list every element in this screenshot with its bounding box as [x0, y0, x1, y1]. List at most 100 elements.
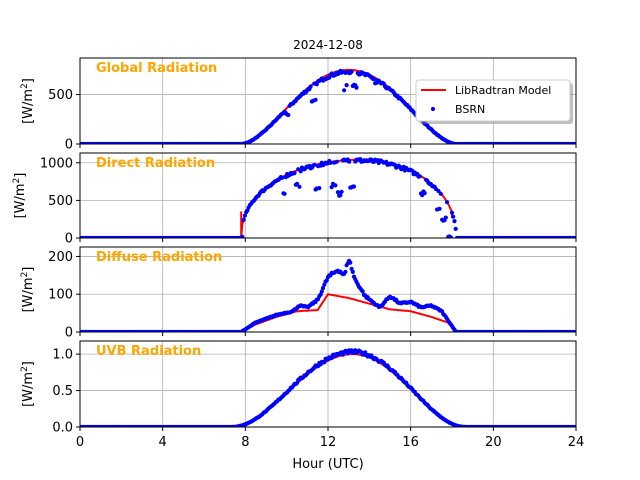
y-tick-label: 100 [48, 288, 73, 303]
y-tick-label: 0 [65, 138, 73, 153]
y-axis-title-exponent: 2 [20, 272, 30, 278]
model-line-global-radiation [80, 68, 576, 144]
obs-point [334, 159, 339, 164]
obs-point [573, 235, 576, 238]
obs-point [573, 329, 576, 332]
y-axis-title-bracket: ] [21, 361, 36, 366]
obs-point [320, 286, 326, 291]
obs-point [294, 181, 300, 186]
y-tick-label: 200 [48, 250, 73, 265]
panel-label-global-radiation: Global Radiation [96, 61, 217, 76]
obs-point [241, 217, 246, 222]
obs-point [242, 213, 247, 218]
obs-point [280, 175, 285, 180]
series-global-radiation [80, 68, 576, 144]
y-tick-label: 500 [48, 194, 73, 209]
obs-point [342, 88, 347, 93]
obs-point [371, 77, 376, 82]
legend: LibRadtran Model BSRN [415, 79, 573, 124]
obs-point [333, 183, 338, 188]
obs-point [360, 289, 365, 294]
y-axis-title-exponent: 2 [12, 178, 22, 184]
x-tick-label: 24 [568, 435, 585, 450]
obs-point [322, 360, 327, 365]
obs-point [436, 188, 441, 194]
obs-point [348, 260, 353, 265]
legend-box [415, 79, 571, 122]
y-axis-title: [W/m2] [20, 78, 36, 124]
y-axis-title-unit: [W/m [21, 89, 36, 124]
figure-title: 2024-12-08 [293, 38, 363, 52]
obs-point [422, 191, 427, 196]
panel-label-direct-radiation: Direct Radiation [96, 156, 215, 171]
y-tick-label: 1000 [40, 156, 73, 171]
obs-point [308, 84, 313, 89]
obs-point [317, 186, 322, 191]
obs-point [438, 191, 443, 196]
obs-point [292, 171, 297, 176]
obs-point [324, 278, 329, 283]
y-axis-title-bracket: ] [13, 173, 28, 178]
y-axis-title: [W/m2] [12, 173, 28, 219]
obs-point [349, 69, 354, 74]
series-direct-radiation [80, 157, 576, 238]
legend-model-label: LibRadtran Model [455, 84, 551, 97]
panel-global-radiation: 0 500 [W/m2] Global Radiation LibRadtran Mod… [20, 57, 577, 153]
obs-point [354, 85, 359, 90]
y-axis-title: [W/m2] [20, 267, 36, 313]
obs-point [350, 269, 355, 274]
x-tick-label: 16 [402, 435, 419, 450]
series-diffuse-radiation [80, 258, 576, 332]
y-axis-title-exponent: 2 [20, 83, 30, 89]
legend-obs-swatch [430, 106, 436, 112]
x-tick-label: 4 [159, 435, 167, 450]
x-tick-label: 0 [76, 435, 84, 450]
y-axis-title-unit: [W/m [21, 372, 36, 407]
obs-point [339, 189, 344, 194]
y-axis-title-exponent: 2 [20, 366, 30, 372]
obs-point [452, 219, 457, 224]
obs-point [335, 190, 340, 195]
obs-point [347, 159, 352, 164]
obs-point [286, 112, 291, 118]
panel-uvb-radiation: 0.0 0.5 1.0 0 4 8 12 16 20 24 [W/m2] UVB Radiation [20, 340, 585, 450]
panel-label-uvb-radiation: UVB Radiation [96, 344, 201, 359]
obs-point [453, 226, 458, 231]
obs-point [319, 289, 324, 294]
y-tick-label: 0 [65, 326, 73, 341]
x-tick-label: 8 [241, 435, 249, 450]
panel-diffuse-radiation: 0 100 200 [W/m2] Diffuse Radiation [20, 246, 577, 341]
obs-point [313, 97, 318, 102]
obs-point [297, 184, 302, 189]
y-axis-title-bracket: ] [21, 78, 36, 83]
x-tick-label: 12 [320, 435, 337, 450]
panel-label-diffuse-radiation: Diffuse Radiation [96, 250, 222, 265]
obs-point [443, 215, 448, 220]
obs-point [573, 141, 576, 144]
obs-point [312, 162, 317, 167]
obs-point [449, 210, 455, 215]
obs-point [338, 193, 343, 198]
x-axis-title: Hour (UTC) [292, 457, 363, 472]
obs-point [448, 235, 453, 238]
obs-point [444, 200, 450, 205]
model-line-diffuse-radiation [80, 293, 576, 332]
y-tick-label: 0.0 [52, 421, 73, 436]
y-axis-title: [W/m2] [20, 361, 36, 407]
obs-point [328, 160, 333, 165]
x-tick-label: 20 [485, 435, 502, 450]
obs-point [344, 83, 349, 88]
obs-point [417, 174, 422, 179]
obs-point [343, 269, 348, 274]
y-tick-label: 500 [48, 88, 73, 103]
series-uvb-radiation [80, 348, 576, 427]
legend-obs-label: BSRN [455, 103, 485, 116]
y-axis-title-unit: [W/m [21, 277, 36, 312]
obs-point [351, 184, 357, 189]
obs-point [240, 234, 245, 238]
y-axis-title-unit: [W/m [13, 183, 28, 218]
panel-direct-radiation: 0 500 1000 [W/m2] Direct Radiation [12, 152, 577, 247]
obs-point [329, 355, 334, 361]
